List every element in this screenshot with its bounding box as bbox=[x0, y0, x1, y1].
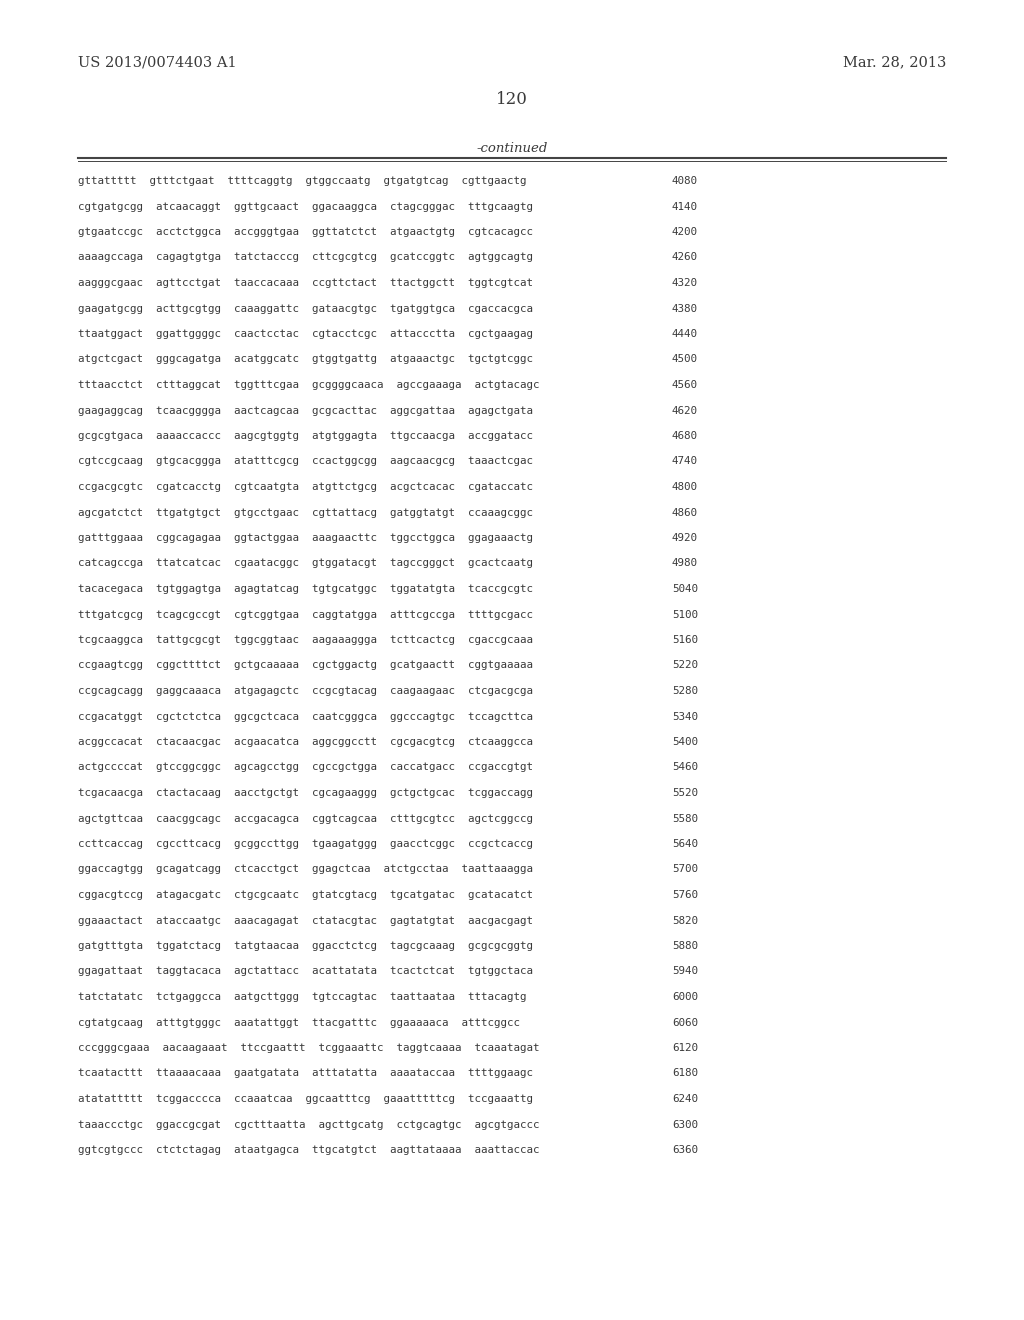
Text: ccgcagcagg  gaggcaaaca  atgagagctc  ccgcgtacag  caagaagaac  ctcgacgcga: ccgcagcagg gaggcaaaca atgagagctc ccgcgta… bbox=[78, 686, 534, 696]
Text: gaagatgcgg  acttgcgtgg  caaaggattc  gataacgtgc  tgatggtgca  cgaccacgca: gaagatgcgg acttgcgtgg caaaggattc gataacg… bbox=[78, 304, 534, 314]
Text: gaagaggcag  tcaacgggga  aactcagcaa  gcgcacttac  aggcgattaa  agagctgata: gaagaggcag tcaacgggga aactcagcaa gcgcact… bbox=[78, 405, 534, 416]
Text: 5700: 5700 bbox=[672, 865, 698, 874]
Text: aagggcgaac  agttcctgat  taaccacaaa  ccgttctact  ttactggctt  tggtcgtcat: aagggcgaac agttcctgat taaccacaaa ccgttct… bbox=[78, 279, 534, 288]
Text: gcgcgtgaca  aaaaccaccc  aagcgtggtg  atgtggagta  ttgccaacga  accggatacc: gcgcgtgaca aaaaccaccc aagcgtggtg atgtgga… bbox=[78, 432, 534, 441]
Text: 4980: 4980 bbox=[672, 558, 698, 569]
Text: 5520: 5520 bbox=[672, 788, 698, 799]
Text: tatctatatc  tctgaggcca  aatgcttggg  tgtccagtac  taattaataa  tttacagtg: tatctatatc tctgaggcca aatgcttggg tgtccag… bbox=[78, 993, 526, 1002]
Text: -continued: -continued bbox=[476, 141, 548, 154]
Text: 6300: 6300 bbox=[672, 1119, 698, 1130]
Text: 4380: 4380 bbox=[672, 304, 698, 314]
Text: 4140: 4140 bbox=[672, 202, 698, 211]
Text: ccgacatggt  cgctctctca  ggcgctcaca  caatcgggca  ggcccagtgc  tccagcttca: ccgacatggt cgctctctca ggcgctcaca caatcgg… bbox=[78, 711, 534, 722]
Text: gtgaatccgc  acctctggca  accgggtgaa  ggttatctct  atgaactgtg  cgtcacagcc: gtgaatccgc acctctggca accgggtgaa ggttatc… bbox=[78, 227, 534, 238]
Text: cgtgatgcgg  atcaacaggt  ggttgcaact  ggacaaggca  ctagcgggac  tttgcaagtg: cgtgatgcgg atcaacaggt ggttgcaact ggacaag… bbox=[78, 202, 534, 211]
Text: ccgaagtcgg  cggcttttct  gctgcaaaaa  cgctggactg  gcatgaactt  cggtgaaaaa: ccgaagtcgg cggcttttct gctgcaaaaa cgctgga… bbox=[78, 660, 534, 671]
Text: aaaagccaga  cagagtgtga  tatctacccg  cttcgcgtcg  gcatccggtc  agtggcagtg: aaaagccaga cagagtgtga tatctacccg cttcgcg… bbox=[78, 252, 534, 263]
Text: ccgacgcgtc  cgatcacctg  cgtcaatgta  atgttctgcg  acgctcacac  cgataccatc: ccgacgcgtc cgatcacctg cgtcaatgta atgttct… bbox=[78, 482, 534, 492]
Text: Mar. 28, 2013: Mar. 28, 2013 bbox=[843, 55, 946, 69]
Text: 6240: 6240 bbox=[672, 1094, 698, 1104]
Text: actgccccat  gtccggcggc  agcagcctgg  cgccgctgga  caccatgacc  ccgaccgtgt: actgccccat gtccggcggc agcagcctgg cgccgct… bbox=[78, 763, 534, 772]
Text: 4920: 4920 bbox=[672, 533, 698, 543]
Text: ccttcaccag  cgccttcacg  gcggccttgg  tgaagatggg  gaacctcggc  ccgctcaccg: ccttcaccag cgccttcacg gcggccttgg tgaagat… bbox=[78, 840, 534, 849]
Text: 5580: 5580 bbox=[672, 813, 698, 824]
Text: cgtccgcaag  gtgcacggga  atatttcgcg  ccactggcgg  aagcaacgcg  taaactcgac: cgtccgcaag gtgcacggga atatttcgcg ccactgg… bbox=[78, 457, 534, 466]
Text: cccgggcgaaa  aacaagaaat  ttccgaattt  tcggaaattc  taggtcaaaa  tcaaatagat: cccgggcgaaa aacaagaaat ttccgaattt tcggaa… bbox=[78, 1043, 540, 1053]
Text: ttaatggact  ggattggggc  caactcctac  cgtacctcgc  attaccctta  cgctgaagag: ttaatggact ggattggggc caactcctac cgtacct… bbox=[78, 329, 534, 339]
Text: gttattttt  gtttctgaat  ttttcaggtg  gtggccaatg  gtgatgtcag  cgttgaactg: gttattttt gtttctgaat ttttcaggtg gtggccaa… bbox=[78, 176, 526, 186]
Text: 5640: 5640 bbox=[672, 840, 698, 849]
Text: acggccacat  ctacaacgac  acgaacatca  aggcggcctt  cgcgacgtcg  ctcaaggcca: acggccacat ctacaacgac acgaacatca aggcggc… bbox=[78, 737, 534, 747]
Text: 120: 120 bbox=[496, 91, 528, 108]
Text: cggacgtccg  atagacgatc  ctgcgcaatc  gtatcgtacg  tgcatgatac  gcatacatct: cggacgtccg atagacgatc ctgcgcaatc gtatcgt… bbox=[78, 890, 534, 900]
Text: 4680: 4680 bbox=[672, 432, 698, 441]
Text: 4440: 4440 bbox=[672, 329, 698, 339]
Text: 6120: 6120 bbox=[672, 1043, 698, 1053]
Text: tcgacaacga  ctactacaag  aacctgctgt  cgcagaaggg  gctgctgcac  tcggaccagg: tcgacaacga ctactacaag aacctgctgt cgcagaa… bbox=[78, 788, 534, 799]
Text: 5400: 5400 bbox=[672, 737, 698, 747]
Text: tacacegaca  tgtggagtga  agagtatcag  tgtgcatggc  tggatatgta  tcaccgcgtc: tacacegaca tgtggagtga agagtatcag tgtgcat… bbox=[78, 583, 534, 594]
Text: 4200: 4200 bbox=[672, 227, 698, 238]
Text: US 2013/0074403 A1: US 2013/0074403 A1 bbox=[78, 55, 237, 69]
Text: 5040: 5040 bbox=[672, 583, 698, 594]
Text: tcaatacttt  ttaaaacaaa  gaatgatata  atttatatta  aaaataccaa  ttttggaagc: tcaatacttt ttaaaacaaa gaatgatata atttata… bbox=[78, 1068, 534, 1078]
Text: 5280: 5280 bbox=[672, 686, 698, 696]
Text: agcgatctct  ttgatgtgct  gtgcctgaac  cgttattacg  gatggtatgt  ccaaagcggc: agcgatctct ttgatgtgct gtgcctgaac cgttatt… bbox=[78, 507, 534, 517]
Text: 4800: 4800 bbox=[672, 482, 698, 492]
Text: ggaaactact  ataccaatgc  aaacagagat  ctatacgtac  gagtatgtat  aacgacgagt: ggaaactact ataccaatgc aaacagagat ctatacg… bbox=[78, 916, 534, 925]
Text: 4620: 4620 bbox=[672, 405, 698, 416]
Text: ggaccagtgg  gcagatcagg  ctcacctgct  ggagctcaa  atctgcctaa  taattaaagga: ggaccagtgg gcagatcagg ctcacctgct ggagctc… bbox=[78, 865, 534, 874]
Text: 5220: 5220 bbox=[672, 660, 698, 671]
Text: 4080: 4080 bbox=[672, 176, 698, 186]
Text: tttaacctct  ctttaggcat  tggtttcgaa  gcggggcaaca  agccgaaaga  actgtacagc: tttaacctct ctttaggcat tggtttcgaa gcggggc… bbox=[78, 380, 540, 389]
Text: 5100: 5100 bbox=[672, 610, 698, 619]
Text: 4740: 4740 bbox=[672, 457, 698, 466]
Text: 5940: 5940 bbox=[672, 966, 698, 977]
Text: ggtcgtgccc  ctctctagag  ataatgagca  ttgcatgtct  aagttataaaa  aaattaccac: ggtcgtgccc ctctctagag ataatgagca ttgcatg… bbox=[78, 1144, 540, 1155]
Text: 4260: 4260 bbox=[672, 252, 698, 263]
Text: tcgcaaggca  tattgcgcgt  tggcggtaac  aagaaaggga  tcttcactcg  cgaccgcaaa: tcgcaaggca tattgcgcgt tggcggtaac aagaaag… bbox=[78, 635, 534, 645]
Text: 5820: 5820 bbox=[672, 916, 698, 925]
Text: 4860: 4860 bbox=[672, 507, 698, 517]
Text: 5340: 5340 bbox=[672, 711, 698, 722]
Text: taaaccctgc  ggaccgcgat  cgctttaatta  agcttgcatg  cctgcagtgc  agcgtgaccc: taaaccctgc ggaccgcgat cgctttaatta agcttg… bbox=[78, 1119, 540, 1130]
Text: gatttggaaa  cggcagagaa  ggtactggaa  aaagaacttc  tggcctggca  ggagaaactg: gatttggaaa cggcagagaa ggtactggaa aaagaac… bbox=[78, 533, 534, 543]
Text: 5760: 5760 bbox=[672, 890, 698, 900]
Text: 5160: 5160 bbox=[672, 635, 698, 645]
Text: 6000: 6000 bbox=[672, 993, 698, 1002]
Text: 4560: 4560 bbox=[672, 380, 698, 389]
Text: 4500: 4500 bbox=[672, 355, 698, 364]
Text: atgctcgact  gggcagatga  acatggcatc  gtggtgattg  atgaaactgc  tgctgtcggc: atgctcgact gggcagatga acatggcatc gtggtga… bbox=[78, 355, 534, 364]
Text: 6180: 6180 bbox=[672, 1068, 698, 1078]
Text: 5460: 5460 bbox=[672, 763, 698, 772]
Text: 5880: 5880 bbox=[672, 941, 698, 950]
Text: ggagattaat  taggtacaca  agctattacc  acattatata  tcactctcat  tgtggctaca: ggagattaat taggtacaca agctattacc acattat… bbox=[78, 966, 534, 977]
Text: atatattttt  tcggacccca  ccaaatcaa  ggcaatttcg  gaaatttttcg  tccgaaattg: atatattttt tcggacccca ccaaatcaa ggcaattt… bbox=[78, 1094, 534, 1104]
Text: cgtatgcaag  atttgtgggc  aaatattggt  ttacgatttc  ggaaaaaca  atttcggcc: cgtatgcaag atttgtgggc aaatattggt ttacgat… bbox=[78, 1018, 520, 1027]
Text: 4320: 4320 bbox=[672, 279, 698, 288]
Text: 6060: 6060 bbox=[672, 1018, 698, 1027]
Text: 6360: 6360 bbox=[672, 1144, 698, 1155]
Text: tttgatcgcg  tcagcgccgt  cgtcggtgaa  caggtatgga  atttcgccga  ttttgcgacc: tttgatcgcg tcagcgccgt cgtcggtgaa caggtat… bbox=[78, 610, 534, 619]
Text: gatgtttgta  tggatctacg  tatgtaacaa  ggacctctcg  tagcgcaaag  gcgcgcggtg: gatgtttgta tggatctacg tatgtaacaa ggacctc… bbox=[78, 941, 534, 950]
Text: catcagccga  ttatcatcac  cgaatacggc  gtggatacgt  tagccgggct  gcactcaatg: catcagccga ttatcatcac cgaatacggc gtggata… bbox=[78, 558, 534, 569]
Text: agctgttcaa  caacggcagc  accgacagca  cggtcagcaa  ctttgcgtcc  agctcggccg: agctgttcaa caacggcagc accgacagca cggtcag… bbox=[78, 813, 534, 824]
